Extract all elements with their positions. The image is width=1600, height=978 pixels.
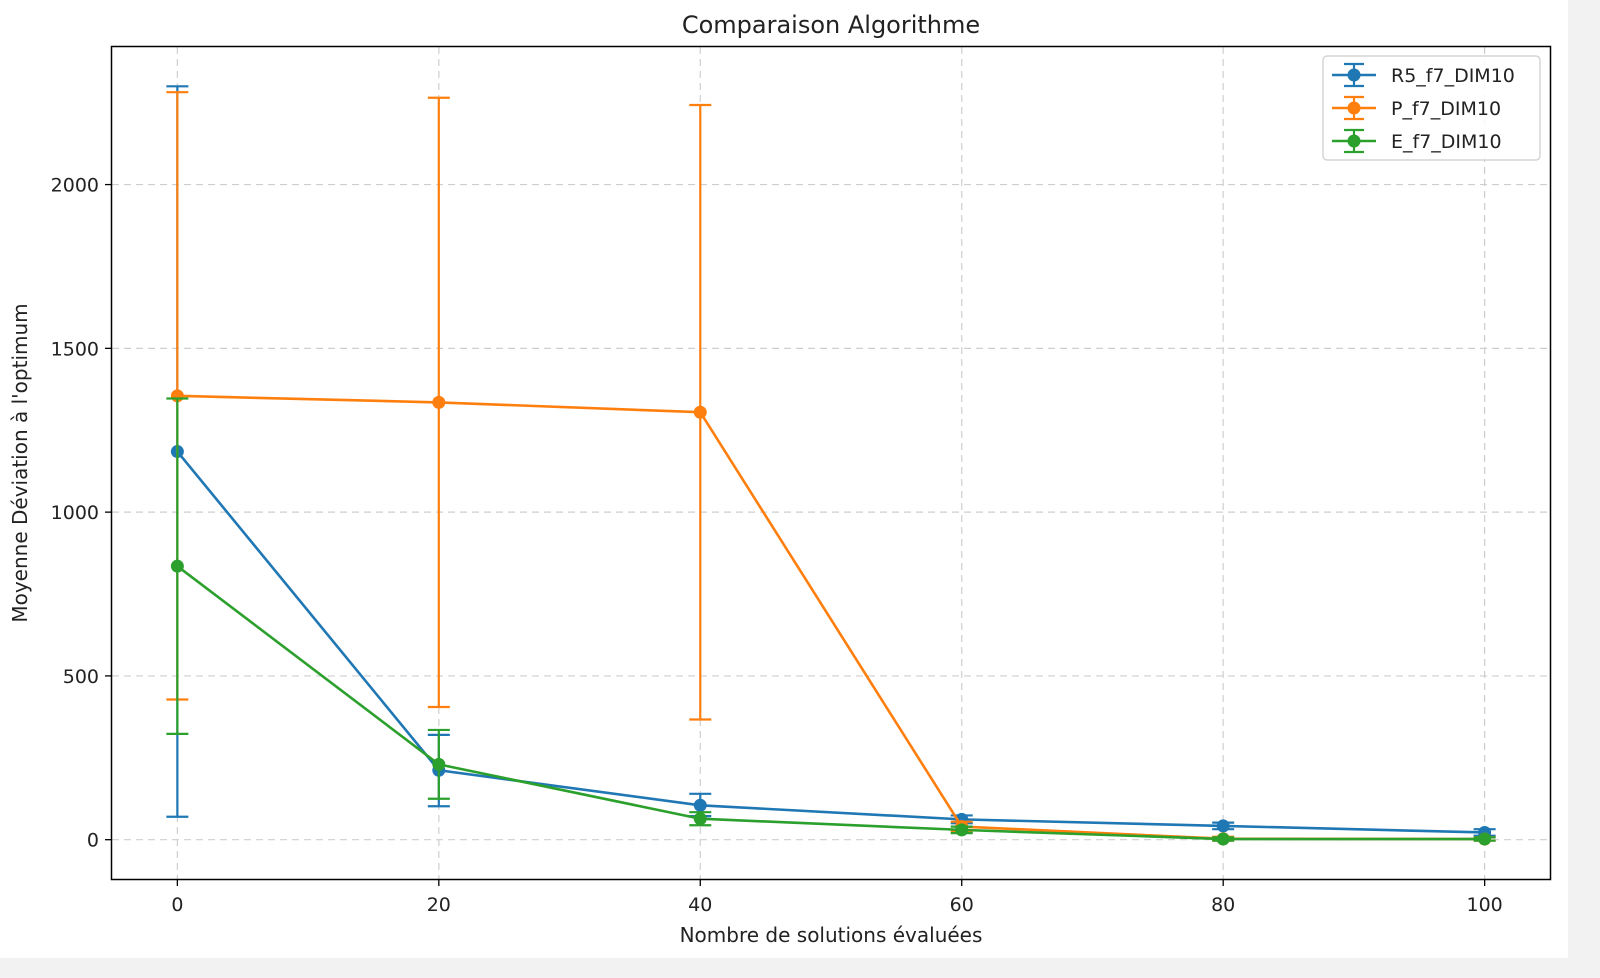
data-point bbox=[1216, 819, 1230, 833]
figure: Comparaison Algorithme 0 20 40 60 80 100 0 500 1… bbox=[0, 0, 1568, 958]
data-series bbox=[166, 85, 1496, 846]
data-point bbox=[432, 757, 446, 771]
data-point bbox=[1478, 832, 1492, 846]
y-tick-label: 2000 bbox=[51, 175, 99, 197]
series-line bbox=[176, 450, 1485, 834]
x-tick-label: 100 bbox=[1467, 894, 1503, 916]
x-tick-label: 80 bbox=[1211, 894, 1235, 916]
y-tick-label: 1000 bbox=[51, 502, 99, 524]
x-tick-label: 60 bbox=[950, 894, 974, 916]
legend-item: R5_f7_DIM10 bbox=[1332, 62, 1515, 88]
legend-item: E_f7_DIM10 bbox=[1332, 128, 1502, 154]
plot-area-frame bbox=[110, 45, 1552, 881]
chart-title: Comparaison Algorithme bbox=[682, 11, 980, 39]
legend-marker bbox=[1347, 68, 1361, 82]
legend-marker bbox=[1347, 134, 1361, 148]
legend-marker bbox=[1347, 101, 1361, 115]
legend-label: P_f7_DIM10 bbox=[1391, 98, 1501, 120]
series-line bbox=[177, 394, 1485, 841]
x-tick-label: 0 bbox=[171, 894, 183, 916]
y-tick-label: 0 bbox=[87, 830, 99, 852]
series-E_f7_DIM10 bbox=[166, 397, 1496, 846]
data-point bbox=[432, 395, 446, 409]
data-point bbox=[955, 823, 969, 837]
legend-label: E_f7_DIM10 bbox=[1391, 131, 1502, 153]
data-point bbox=[693, 812, 707, 826]
chart-canvas: Comparaison Algorithme 0 20 40 60 80 10005001… bbox=[8, 11, 1552, 947]
y-tick-label: 1500 bbox=[51, 338, 99, 360]
x-tick-label: 40 bbox=[688, 894, 712, 916]
series-R5_f7_DIM10 bbox=[166, 85, 1496, 839]
legend-item: P_f7_DIM10 bbox=[1332, 95, 1501, 121]
legend-label: R5_f7_DIM10 bbox=[1391, 65, 1515, 87]
legend: R5_f7_DIM10 P_f7_DIM10 E_f7_DIM10 bbox=[1322, 55, 1541, 161]
grid-lines bbox=[112, 47, 1550, 879]
data-point bbox=[693, 405, 707, 419]
series-line bbox=[176, 565, 1485, 841]
legend-box bbox=[1322, 55, 1541, 161]
x-tick-label: 20 bbox=[427, 894, 451, 916]
x-axis-label: Nombre de solutions évaluées bbox=[680, 923, 983, 947]
data-point bbox=[1216, 832, 1230, 846]
y-tick-label: 500 bbox=[63, 666, 99, 688]
data-point bbox=[170, 559, 184, 573]
y-axis-label: Moyenne Déviation à l'optimum bbox=[8, 303, 32, 622]
data-point bbox=[693, 798, 707, 812]
series-P_f7_DIM10 bbox=[166, 91, 1496, 846]
